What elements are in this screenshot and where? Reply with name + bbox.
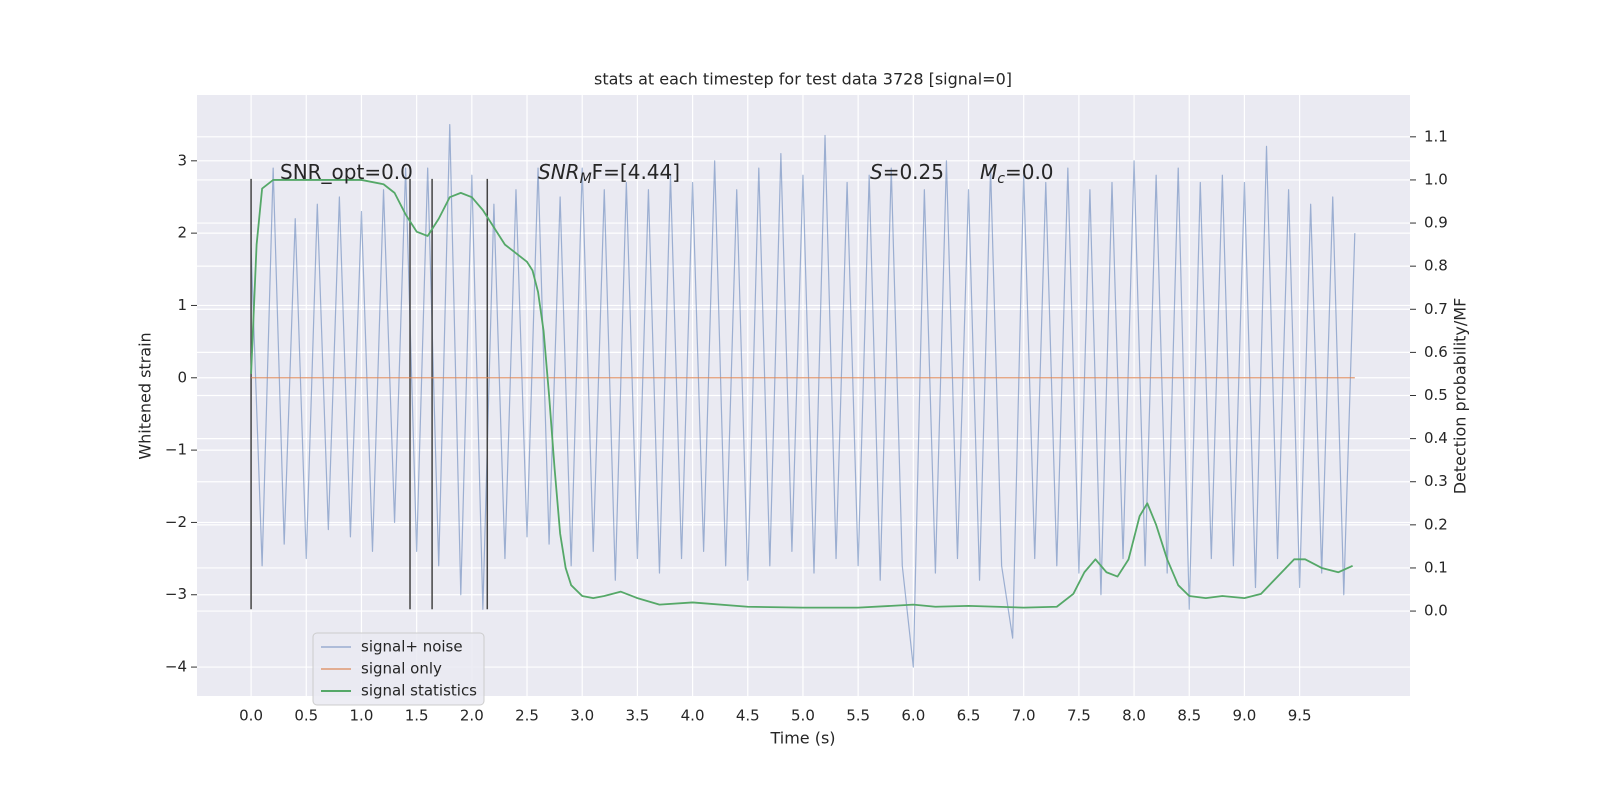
x-tick-label: 4.5 (736, 707, 760, 725)
x-tick-label: 9.5 (1288, 707, 1312, 725)
legend-label: signal+ noise (361, 638, 463, 656)
series-line (250, 124, 1356, 668)
y2-tick-label: 0.4 (1424, 429, 1448, 447)
x-tick-label: 6.0 (901, 707, 925, 725)
annotation: SNRMF=[4.44] (538, 160, 680, 188)
annotation-base: S (870, 160, 883, 184)
x-tick-label: 9.0 (1233, 707, 1257, 725)
x-tick-label: 3.0 (570, 707, 594, 725)
x-tick-label: 5.5 (846, 707, 870, 725)
x-tick-label: 1.0 (350, 707, 374, 725)
series-line (250, 179, 1353, 609)
x-tick-label: 4.0 (681, 707, 705, 725)
y-tick-label: 0 (177, 368, 187, 386)
annotation-base: SNR (538, 160, 580, 184)
x-tick-label: 2.5 (515, 707, 539, 725)
x-tick-label: 5.0 (791, 707, 815, 725)
x-tick-label: 6.5 (957, 707, 981, 725)
y2-tick-label: 1.0 (1424, 170, 1448, 188)
y-tick-label: −2 (165, 513, 187, 531)
y-axis-label: Whitened strain (136, 332, 155, 459)
x-axis-label: Time (s) (769, 729, 835, 748)
x-tick-label: 8.5 (1177, 707, 1201, 725)
y2-tick-label: 1.1 (1424, 127, 1448, 145)
annotation: S=0.25 (870, 160, 944, 184)
x-tick-label: 1.5 (405, 707, 429, 725)
y2-tick-label: 0.8 (1424, 257, 1448, 275)
y2-tick-label: 0.7 (1424, 300, 1448, 318)
x-tick-label: 7.0 (1012, 707, 1036, 725)
y-tick-label: −4 (165, 658, 187, 676)
y-tick-label: −1 (165, 441, 187, 459)
legend-label: signal statistics (361, 682, 477, 700)
y2-tick-label: 0.5 (1424, 386, 1448, 404)
y-tick-label: 1 (177, 296, 187, 314)
annotation-sub: M (580, 171, 592, 187)
x-tick-label: 0.0 (239, 707, 263, 725)
annotation: SNR_opt=0.0 (280, 160, 413, 184)
legend: signal+ noise signal only signal statistic… (312, 632, 485, 706)
y2-tick-label: 0.9 (1424, 214, 1448, 232)
y2-tick-label: 0.1 (1424, 558, 1448, 576)
annotation: Mc=0.0 (980, 160, 1054, 188)
annotations: SNR_opt=0.0 SNRMF=[4.44] S=0.25 Mc=0.0 (280, 160, 1054, 188)
y2-tick-label: 0.0 (1424, 602, 1448, 620)
y-tick-label: −3 (165, 585, 187, 603)
x-tick-label: 0.5 (294, 707, 318, 725)
y2-tick-label: 0.6 (1424, 343, 1448, 361)
x-tick-label: 3.5 (625, 707, 649, 725)
x-tick-label: 8.0 (1122, 707, 1146, 725)
marks (250, 124, 1356, 668)
annotation-base: SNR_opt=0.0 (280, 160, 413, 184)
y2-axis-label: Detection probability/MF (1451, 298, 1470, 495)
y-tick-label: 3 (177, 151, 187, 169)
annotation-sub: c (997, 171, 1005, 187)
annotation-tail: F=[4.44] (592, 160, 680, 184)
x-tick-label: 7.5 (1067, 707, 1091, 725)
annotation-tail: =0.25 (883, 160, 944, 184)
legend-label: signal only (361, 660, 442, 678)
y2-tick-label: 0.2 (1424, 515, 1448, 533)
y2-tick-label: 0.3 (1424, 472, 1448, 490)
legend-box (312, 632, 485, 706)
chart-title: stats at each timestep for test data 372… (594, 70, 1012, 89)
y-tick-label: 2 (177, 224, 187, 242)
annotation-base: M (980, 160, 997, 184)
x-tick-label: 2.0 (460, 707, 484, 725)
annotation-tail: =0.0 (1005, 160, 1054, 184)
